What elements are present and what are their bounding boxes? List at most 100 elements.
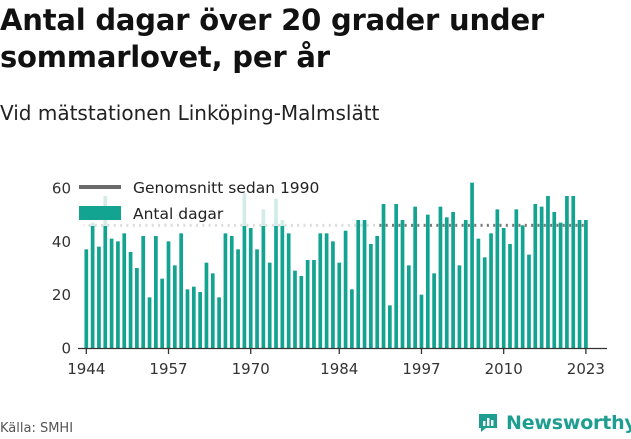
y-tick-20: 20 [52, 286, 71, 304]
bar-1968 [236, 249, 240, 348]
bar-1962 [198, 292, 202, 348]
bar-2010 [501, 228, 506, 348]
x-tick-label-1957: 1957 [149, 360, 187, 378]
bar-1949 [116, 241, 120, 348]
bar-2018 [552, 212, 557, 348]
bar-1971 [255, 249, 259, 348]
bar-1957 [166, 241, 171, 348]
bar-1996 [413, 206, 417, 348]
bar-1973 [267, 262, 272, 348]
bar-2013 [520, 225, 525, 348]
bar-1947 [103, 226, 108, 348]
bar-1974 [274, 226, 278, 348]
bar-1945 [90, 226, 95, 348]
bar-1952 [135, 268, 139, 348]
bar-1967 [229, 236, 234, 348]
legend-label-days: Antal dagar [133, 205, 224, 223]
bar-2006 [476, 238, 481, 348]
bar-1982 [324, 233, 329, 348]
bar-1979 [305, 260, 310, 348]
bar-2004 [463, 220, 468, 348]
bar-1994 [400, 220, 405, 348]
bar-1954 [147, 297, 152, 348]
bar-2022 [577, 220, 582, 348]
x-tick-label-1984: 1984 [320, 360, 358, 378]
newsworthy-logo-icon [479, 414, 497, 432]
bars-group [84, 182, 588, 348]
bar-2014 [527, 254, 531, 348]
bar-2007 [482, 257, 487, 348]
source-note: Källa: SMHI [0, 421, 74, 436]
bar-1956 [160, 278, 165, 348]
bar-1990 [375, 236, 380, 348]
bar-1970 [248, 228, 253, 348]
bar-1955 [154, 236, 158, 348]
x-axis-ticks: 1944 1957 1970 1984 1997 2010 2023 [67, 348, 605, 378]
bar-1991 [381, 204, 386, 348]
bar-1987 [356, 220, 361, 348]
bar-2011 [508, 244, 512, 348]
bar-2015 [533, 204, 538, 348]
x-tick-label-1997: 1997 [402, 360, 440, 378]
bar-1983 [331, 241, 335, 348]
bar-2023 [584, 220, 588, 348]
bar-1993 [394, 204, 399, 348]
x-tick-label-1944: 1944 [67, 360, 105, 378]
bar-1964 [210, 273, 215, 348]
bar-1975 [280, 226, 285, 348]
bar-1966 [223, 233, 228, 348]
legend-label-average: Genomsnitt sedan 1990 [133, 179, 319, 197]
bar-1958 [172, 265, 177, 348]
bar-1986 [350, 289, 354, 348]
bar-1945-faded [90, 222, 95, 226]
bar-2000 [438, 206, 443, 348]
bar-1972-faded [261, 209, 266, 226]
chart-subtitle: Vid mätstationen Linköping-Malmslätt [0, 101, 380, 125]
bar-1981 [318, 233, 323, 348]
brand-logo: Newsworthy [476, 409, 631, 437]
bar-chart: 0 20 40 60 1944 1957 1970 1984 1997 2010 2023 Gen… [52, 179, 607, 378]
bar-1959 [179, 233, 184, 348]
bar-1948 [109, 238, 114, 348]
bar-2003 [457, 265, 462, 348]
bar-1950 [122, 233, 127, 348]
bar-1999 [432, 273, 436, 348]
bar-1997 [419, 294, 424, 348]
y-tick-40: 40 [52, 233, 71, 251]
bar-1992 [388, 305, 392, 348]
legend: Genomsnitt sedan 1990 Antal dagar [79, 179, 319, 223]
bar-2002 [451, 212, 455, 348]
bar-2001 [444, 217, 449, 348]
bar-1998 [425, 214, 430, 348]
bar-1978 [299, 276, 304, 348]
bar-2012 [514, 209, 519, 348]
bar-1976 [286, 233, 291, 348]
x-tick-label-1970: 1970 [232, 360, 270, 378]
bar-1963 [204, 262, 209, 348]
bar-2017 [546, 196, 550, 348]
bar-1977 [293, 270, 297, 348]
bar-1980 [312, 260, 316, 348]
chart-title: Antal dagar över 20 grader under sommarl… [0, 3, 545, 74]
bar-1985 [343, 230, 348, 348]
bar-2019 [558, 222, 563, 348]
bar-1984 [337, 262, 342, 348]
x-tick-label-2023: 2023 [567, 360, 605, 378]
bar-2009 [495, 209, 500, 348]
bar-1960 [185, 289, 190, 348]
bar-1946 [97, 246, 101, 348]
legend-bar-swatch [79, 206, 121, 220]
bar-2008 [489, 233, 493, 348]
brand-name: Newsworthy [506, 412, 631, 434]
bar-1969 [242, 226, 247, 348]
bar-1972 [261, 226, 266, 348]
y-tick-60: 60 [52, 180, 71, 198]
bar-1951 [128, 252, 133, 348]
bar-1995 [406, 265, 411, 348]
bar-1969-faded [242, 193, 247, 226]
bar-1944 [84, 249, 89, 348]
x-tick-label-2010: 2010 [485, 360, 523, 378]
y-tick-0: 0 [61, 340, 71, 358]
bar-1965 [217, 297, 221, 348]
bar-1989 [369, 244, 373, 348]
